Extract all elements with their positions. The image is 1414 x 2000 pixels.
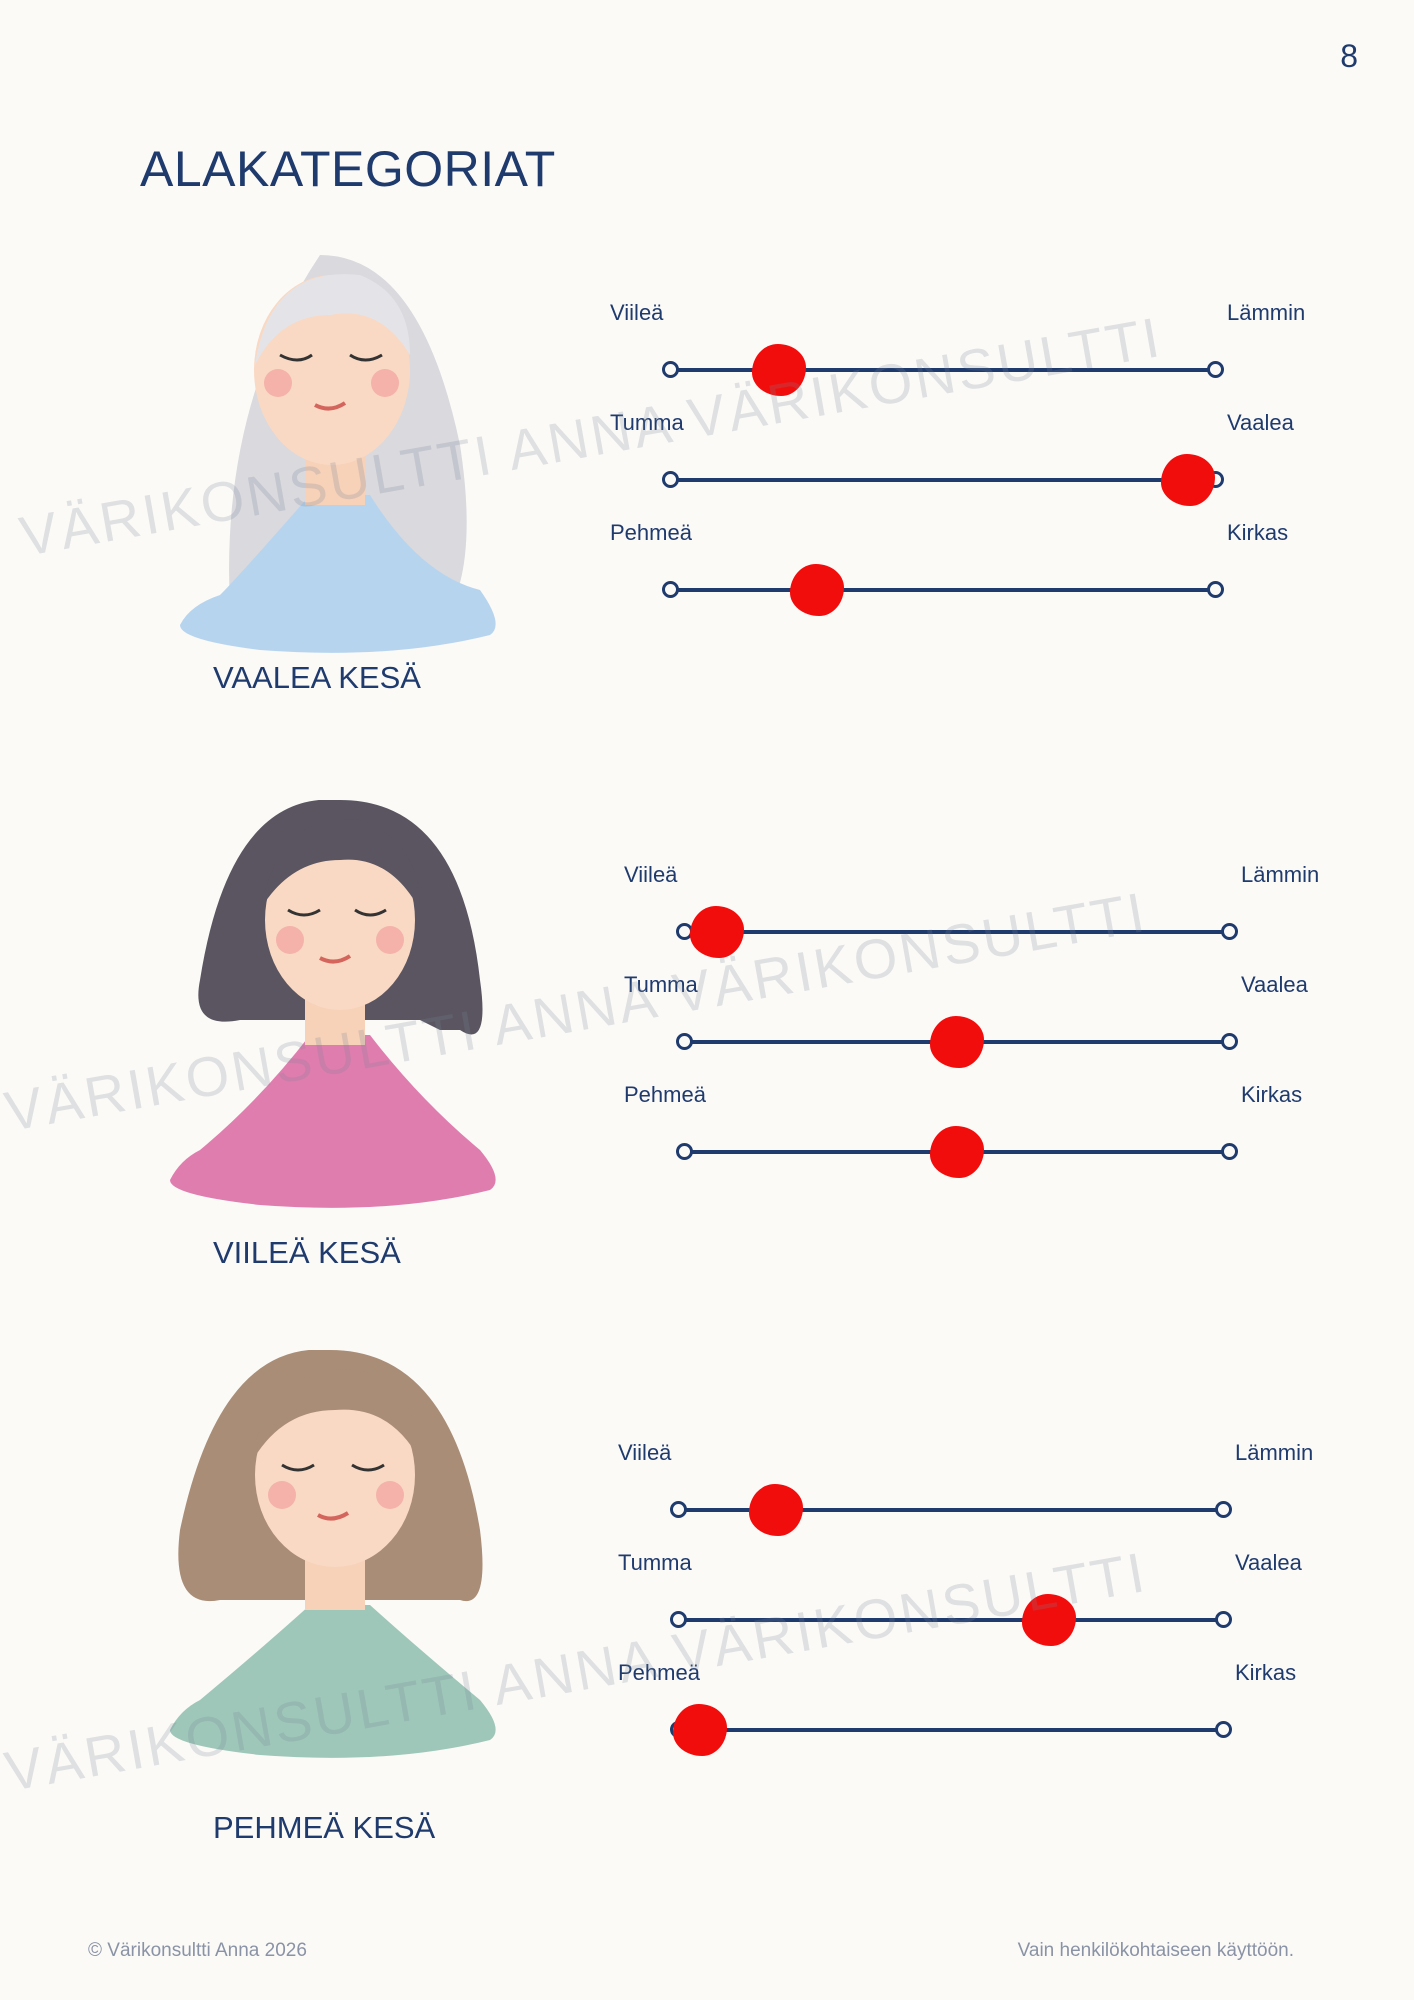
slider-right-label: Lämmin [1227,300,1306,325]
slider-track [670,368,1215,372]
slider-marker [1021,1594,1076,1646]
footer-copyright: © Värikonsultti Anna 2026 [88,1940,307,1961]
slider-end-cap [1215,1501,1232,1518]
category-section-viilea-kesa: VIILEÄ KESÄ [0,800,1414,1320]
slider-row: Tumma Vaalea [0,410,1414,520]
slider-marker [929,1016,984,1068]
category-name: VAALEA KESÄ [213,660,421,695]
slider-right-label: Lämmin [1241,862,1320,887]
slider-end-cap [1215,1611,1232,1628]
slider-start-cap [670,1611,687,1628]
slider-end-cap [1221,1143,1238,1160]
slider-marker [1160,454,1215,506]
slider-row: Viileä Lämmin [0,862,1414,972]
category-section-pehmea-kesa: PEHMEÄ KESÄ [0,1350,1414,1870]
slider-left-label: Viileä [618,1440,672,1465]
slider-start-cap [676,1033,693,1050]
slider-end-cap [1207,581,1224,598]
slider-left-label: Pehmeä [618,1660,700,1685]
slider-row: Tumma Vaalea [0,972,1414,1082]
slider-left-label: Pehmeä [610,520,692,545]
category-name: VIILEÄ KESÄ [213,1235,401,1270]
page-title: ALAKATEGORIAT [140,141,556,197]
slider-start-cap [662,581,679,598]
slider-right-label: Kirkas [1235,1660,1297,1685]
footer-note: Vain henkilökohtaiseen käyttöön. [1017,1940,1294,1961]
slider-marker [752,344,806,396]
slider-start-cap [676,1143,693,1160]
slider-right-label: Kirkas [1227,520,1289,545]
category-section-vaalea-kesa: VAALEA KESÄ [0,245,1414,765]
slider-marker [749,1484,804,1536]
slider-track [670,588,1215,592]
slider-row: Viileä Lämmin [0,300,1414,410]
slider-start-cap [662,361,679,378]
slider-row: Pehmeä Kirkas [0,1660,1414,1770]
slider-left-label: Tumma [624,972,698,997]
slider-track [670,478,1215,482]
slider-marker [672,1704,727,1756]
category-name: PEHMEÄ KESÄ [213,1810,436,1845]
portrait-illustration [170,800,496,1208]
slider-right-label: Kirkas [1241,1082,1303,1107]
slider-marker [689,906,744,958]
slider-marker [790,564,845,616]
slider-left-label: Tumma [618,1550,692,1575]
slider-right-label: Vaalea [1227,410,1294,435]
portrait-illustration [170,1350,496,1758]
slider-end-cap [1221,923,1238,940]
slider-end-cap [1221,1033,1238,1050]
slider-row: Pehmeä Kirkas [0,520,1414,630]
slider-left-label: Tumma [610,410,684,435]
slider-left-label: Viileä [610,300,664,325]
page-number: 8 [1340,38,1358,74]
slider-start-cap [670,1501,687,1518]
slider-left-label: Viileä [624,862,678,887]
slider-start-cap [662,471,679,488]
portrait-illustration [180,255,496,653]
slider-right-label: Lämmin [1235,1440,1314,1465]
slider-track [678,1728,1223,1732]
slider-row: Viileä Lämmin [0,1440,1414,1550]
slider-track [678,1508,1223,1512]
slider-end-cap [1207,361,1224,378]
slider-track [678,1618,1223,1622]
slider-row: Tumma Vaalea [0,1550,1414,1660]
slider-right-label: Vaalea [1235,1550,1302,1575]
slider-end-cap [1215,1721,1232,1738]
slider-row: Pehmeä Kirkas [0,1082,1414,1192]
slider-right-label: Vaalea [1241,972,1308,997]
slider-track [684,930,1229,934]
slider-left-label: Pehmeä [624,1082,706,1107]
slider-marker [929,1126,984,1178]
